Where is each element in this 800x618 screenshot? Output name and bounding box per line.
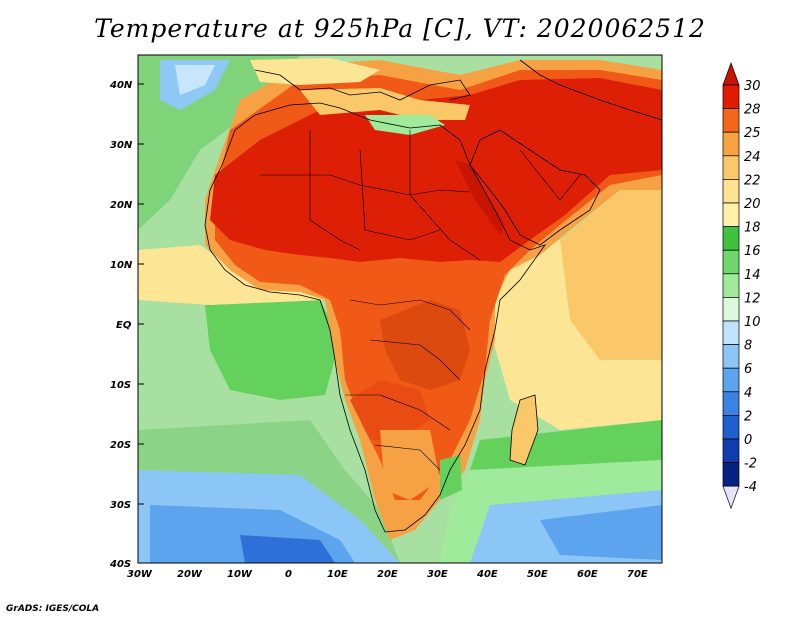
north-atlantic-light — [175, 65, 215, 95]
country-border-6 — [369, 339, 461, 381]
colorbar-label: -4 — [744, 480, 757, 495]
tropical-atlantic-green — [205, 300, 340, 400]
colorbar-segment — [722, 320, 740, 345]
land-hot-core — [210, 78, 662, 262]
colorbar-segment — [722, 108, 740, 133]
colorbar-label: 6 — [744, 362, 752, 377]
colorbar-segment — [722, 84, 740, 109]
lat-label: 40N — [109, 80, 133, 91]
colorbar-segment — [722, 249, 740, 275]
colorbar-label: 10 — [744, 315, 761, 330]
colorbar-segment — [722, 273, 740, 298]
country-border-4 — [409, 130, 481, 261]
colorbar-segment — [722, 415, 740, 440]
colorbar-segment — [722, 131, 740, 157]
colorbar-under-triangle — [722, 485, 740, 510]
colorbar-segment — [722, 155, 740, 180]
indian-ocean-south-deep — [540, 505, 662, 560]
colorbar-label: 22 — [744, 173, 761, 188]
lat-label: 20N — [110, 200, 133, 211]
madagascar-coastline — [509, 394, 539, 466]
lon-label: 30W — [127, 569, 153, 580]
europe-coastline — [254, 69, 471, 101]
country-border-2 — [309, 130, 361, 251]
country-border-5 — [349, 299, 471, 331]
colorbar-segment — [722, 344, 740, 369]
colorbar-label: 25 — [744, 126, 761, 141]
credit-text: GrADS: IGES/COLA — [6, 604, 100, 614]
colorbar-label: 14 — [744, 268, 761, 283]
colorbar-label: 18 — [744, 221, 761, 236]
south-atlantic-deepest — [240, 535, 335, 563]
colorbar-label: 2 — [744, 409, 752, 424]
plot-frame — [137, 54, 663, 564]
lat-label: 20S — [110, 440, 131, 451]
lat-label: 30S — [110, 500, 131, 511]
chart-title: Temperature at 925hPa [C], VT: 202006251… — [94, 14, 706, 43]
red-sea-hot — [455, 160, 505, 235]
lon-label: 20E — [377, 569, 398, 580]
colorbar-segment — [722, 462, 740, 487]
country-border-3 — [359, 149, 441, 241]
lat-axis: 40N 30N 20N 10N EQ 10S 20S 30S 40S — [109, 80, 144, 570]
colorbar-label: 16 — [744, 244, 761, 259]
colorbar-segment — [722, 202, 740, 227]
lon-label: 20W — [177, 569, 203, 580]
mediterranean-green — [365, 115, 445, 135]
country-border-9 — [519, 149, 581, 201]
land-highveld-green — [440, 455, 462, 500]
lon-label: 10W — [227, 569, 253, 580]
colorbar-label: 8 — [744, 339, 752, 354]
colorbar-over-triangle — [722, 61, 740, 86]
lon-label: 10E — [327, 569, 348, 580]
colorbar-segment — [722, 179, 740, 204]
lat-label: 30N — [110, 140, 133, 151]
mediterranean-band — [300, 88, 470, 120]
coastlines — [204, 59, 662, 533]
colorbar-segment — [722, 226, 740, 251]
lon-label: 30E — [427, 569, 448, 580]
lon-label: 70E — [627, 569, 648, 580]
colorbar-segment — [722, 297, 740, 322]
lat-label: EQ — [116, 320, 132, 331]
lon-label: 60E — [577, 569, 598, 580]
country-border-7 — [345, 394, 451, 431]
colorbar-segment — [722, 391, 740, 416]
lon-label: 40E — [476, 569, 498, 580]
colorbar-segment — [722, 367, 740, 393]
indian-ocean-amber — [560, 185, 662, 360]
colorbar-label: 28 — [744, 103, 761, 118]
colorbar-label: 30 — [744, 79, 761, 94]
country-border-1 — [260, 174, 471, 196]
arabia-coastline — [469, 129, 601, 246]
colorbar-segment — [722, 438, 740, 463]
colorbar-label: 20 — [744, 197, 761, 212]
colorbar-label: 24 — [744, 150, 761, 165]
lon-label: 50E — [527, 569, 548, 580]
temperature-field — [138, 55, 662, 563]
colorbar-label: 0 — [744, 433, 752, 448]
country-border-8 — [374, 444, 441, 471]
lon-label: 0 — [285, 569, 292, 580]
lat-label: 10S — [110, 380, 131, 391]
lon-axis: 30W 20W 10W 0 10E 20E 30E 40E 50E 60E 70… — [127, 569, 648, 580]
asia-coastline — [519, 59, 662, 121]
colorbar-label: 4 — [744, 386, 752, 401]
colorbar-label: -2 — [744, 457, 757, 472]
africa-coastline — [204, 102, 547, 533]
lat-label: 10N — [110, 260, 133, 271]
europe-yellow — [250, 58, 380, 85]
colorbar-label: 12 — [744, 291, 761, 306]
lat-label: 40S — [109, 559, 131, 570]
